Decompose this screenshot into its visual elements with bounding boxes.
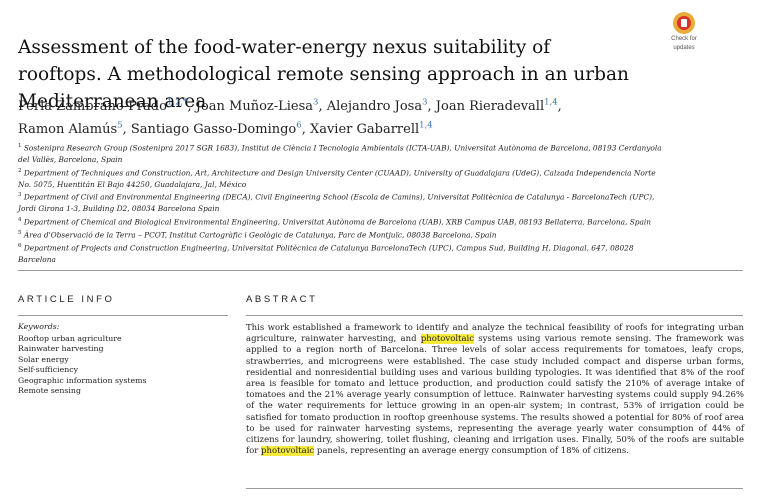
keywords-block: Keywords: Rooftop urban agriculture Rain… (18, 322, 228, 397)
check-for-updates-icon (673, 12, 695, 34)
highlighted-term[interactable]: photovoltaic (261, 446, 315, 457)
author-name[interactable]: Santiago Gasso-Domingo (130, 121, 297, 137)
badge-label-2: updates (673, 45, 695, 51)
author-affiliation-ref[interactable]: 1,4 (544, 98, 558, 108)
abstract-bottom-divider (246, 488, 743, 489)
abstract-heading: ABSTRACT (246, 294, 318, 305)
keyword: Remote sensing (18, 386, 81, 395)
author: Alejandro Josa3, (326, 98, 436, 115)
author-affiliation-ref[interactable]: 5 (117, 120, 123, 131)
author: Xavier Gabarrell1,4 (309, 120, 433, 137)
article-title: Assessment of the food-water-energy nexu… (18, 37, 629, 112)
author: Perla Zambrano-Prado1,2,*, (18, 98, 196, 115)
author-name[interactable]: Ramon Alamús (18, 121, 118, 137)
badge-label-1: Check for (671, 36, 697, 42)
author-affiliation-ref[interactable]: 1,2,* (166, 98, 188, 108)
keywords-label: Keywords: (18, 322, 60, 331)
author-affiliation-ref[interactable]: 3 (422, 98, 428, 108)
affiliation: 4 Department of Chemical and Biological … (18, 216, 652, 227)
highlighted-term[interactable]: photovoltaic (420, 334, 474, 345)
keyword: Solar energy (18, 354, 69, 364)
keyword: Rooftop urban agriculture (18, 333, 122, 343)
author: Ramon Alamús5, (18, 120, 131, 137)
author-affiliation-ref[interactable]: 1,4 (419, 120, 433, 131)
affiliation: 6 Department of Projects and Constructio… (18, 243, 634, 265)
affiliation: 1 Sostenipra Research Group (Sostenipra … (18, 143, 662, 165)
abstract-divider (246, 315, 743, 316)
author-name[interactable]: Xavier Gabarrell (309, 121, 420, 137)
author: Joan Muñoz-Liesa3, (195, 98, 327, 115)
author: Santiago Gasso-Domingo6, (130, 120, 310, 137)
check-for-updates-badge[interactable]: Check for updates (664, 12, 704, 52)
affiliation-list: 1 Sostenipra Research Group (Sostenipra … (18, 141, 668, 266)
abstract-text: This work established a framework to ide… (246, 323, 744, 457)
author-name[interactable]: Alejandro Josa (326, 99, 423, 115)
author-name[interactable]: Perla Zambrano-Prado (18, 99, 167, 115)
header-divider (18, 270, 743, 271)
affiliation: 5 Àrea d'Observació de la Terra – PCOT, … (18, 230, 497, 240)
author-affiliation-ref[interactable]: 6 (296, 120, 302, 131)
article-info-heading: ARTICLE INFO (18, 294, 115, 305)
author-affiliation-ref[interactable]: 3 (313, 98, 319, 108)
affiliation: 3 Department of Civil and Environmental … (18, 192, 655, 214)
author-list: Perla Zambrano-Prado1,2,*, Joan Muñoz-Li… (18, 94, 718, 139)
affiliation: 2 Department of Techniques and Construct… (18, 167, 656, 189)
keyword: Rainwater harvesting (18, 344, 104, 353)
article-info-divider (18, 315, 228, 316)
author: Joan Rieradevall1,4, (435, 98, 562, 115)
keyword: Geographic information systems (18, 375, 147, 385)
keyword: Self-sufficiency (18, 365, 79, 374)
author-name[interactable]: Joan Muñoz-Liesa (195, 99, 314, 115)
author-name[interactable]: Joan Rieradevall (435, 99, 545, 115)
